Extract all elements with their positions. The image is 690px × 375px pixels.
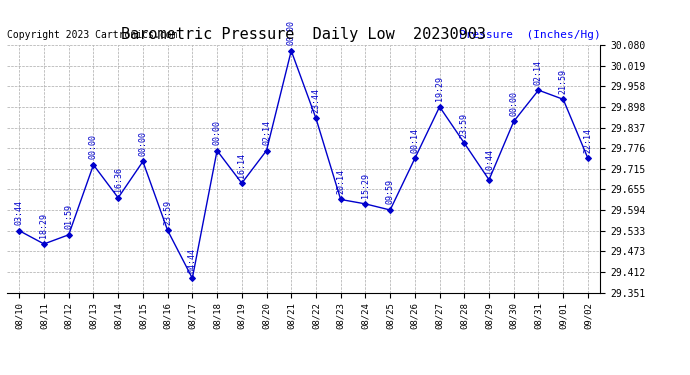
Text: 00:00: 00:00: [509, 91, 518, 116]
Text: 16:14: 16:14: [237, 153, 246, 178]
Point: [286, 48, 297, 54]
Point: [310, 116, 322, 122]
Point: [409, 155, 420, 161]
Point: [484, 177, 495, 183]
Title: Barometric Pressure  Daily Low  20230903: Barometric Pressure Daily Low 20230903: [121, 27, 486, 42]
Point: [384, 207, 395, 213]
Text: 21:59: 21:59: [559, 69, 568, 94]
Text: 23:59: 23:59: [460, 112, 469, 138]
Point: [236, 180, 247, 186]
Point: [582, 155, 593, 161]
Text: 00:00: 00:00: [287, 20, 296, 45]
Text: 00:00: 00:00: [89, 134, 98, 159]
Point: [137, 159, 148, 165]
Point: [162, 227, 173, 233]
Point: [63, 232, 75, 238]
Text: 00:00: 00:00: [139, 131, 148, 156]
Point: [558, 96, 569, 102]
Text: 04:44: 04:44: [188, 248, 197, 273]
Text: 01:59: 01:59: [64, 204, 73, 229]
Text: 16:36: 16:36: [114, 167, 123, 192]
Point: [212, 148, 223, 154]
Point: [533, 87, 544, 93]
Point: [335, 196, 346, 202]
Text: 00:00: 00:00: [213, 120, 221, 145]
Point: [14, 228, 25, 234]
Text: 19:29: 19:29: [435, 76, 444, 101]
Point: [39, 241, 50, 247]
Text: 15:29: 15:29: [361, 173, 370, 198]
Text: 22:14: 22:14: [584, 128, 593, 153]
Text: 20:14: 20:14: [336, 169, 345, 194]
Point: [88, 162, 99, 168]
Point: [261, 148, 272, 154]
Text: Pressure  (Inches/Hg): Pressure (Inches/Hg): [459, 30, 600, 40]
Text: 02:14: 02:14: [262, 120, 271, 145]
Text: 23:59: 23:59: [163, 200, 172, 225]
Text: 03:44: 03:44: [14, 200, 23, 225]
Text: 02:14: 02:14: [534, 60, 543, 85]
Point: [187, 275, 198, 281]
Point: [434, 104, 445, 110]
Point: [360, 201, 371, 207]
Point: [509, 118, 520, 124]
Text: 00:14: 00:14: [411, 128, 420, 153]
Text: 18:29: 18:29: [39, 213, 48, 238]
Text: 10:44: 10:44: [484, 149, 493, 174]
Point: [459, 140, 470, 146]
Point: [112, 195, 124, 201]
Text: Copyright 2023 Cartronics.com: Copyright 2023 Cartronics.com: [7, 30, 177, 40]
Text: 09:59: 09:59: [386, 180, 395, 204]
Text: 23:44: 23:44: [311, 88, 320, 113]
